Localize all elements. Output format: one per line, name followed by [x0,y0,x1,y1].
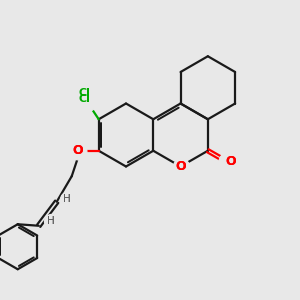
Text: O: O [72,144,83,157]
Text: O: O [175,160,186,173]
Text: Cl: Cl [79,88,91,98]
Text: O: O [225,155,236,168]
Text: O: O [175,160,186,173]
Text: H: H [63,194,71,204]
Text: Cl: Cl [79,94,91,104]
Text: H: H [47,216,55,226]
Text: H: H [47,216,55,226]
Text: O: O [226,155,236,168]
Text: O: O [72,144,83,157]
Text: H: H [63,194,71,204]
